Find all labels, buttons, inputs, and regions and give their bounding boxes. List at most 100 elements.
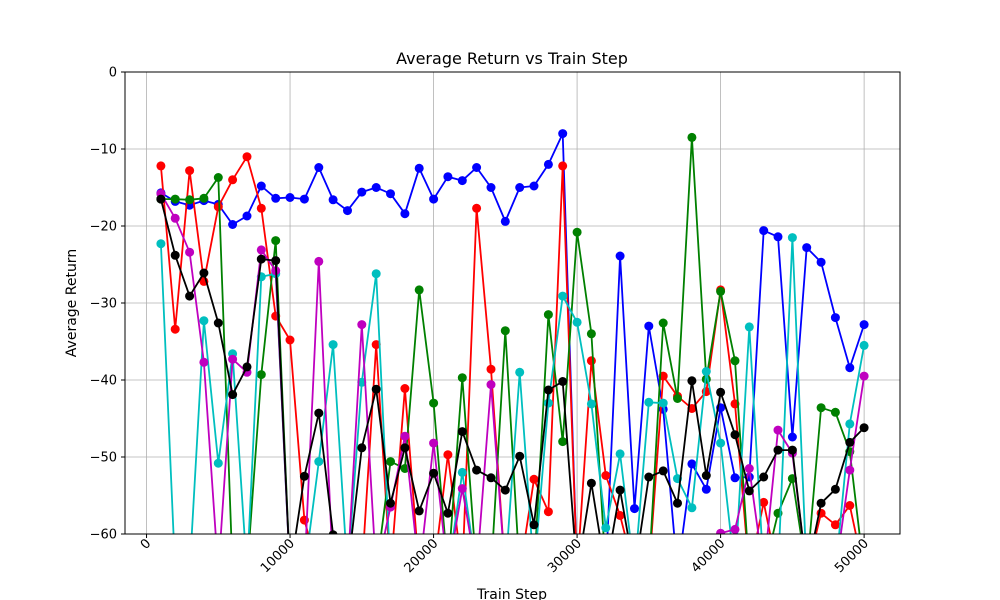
data-point [673, 568, 682, 577]
data-point [372, 568, 381, 577]
data-point [644, 568, 653, 577]
data-point [343, 568, 352, 577]
data-point [414, 506, 424, 516]
data-point [443, 568, 452, 577]
data-point [242, 362, 252, 372]
x-tick-label: 0 [138, 536, 154, 552]
data-point [156, 239, 166, 249]
data-point [343, 568, 352, 577]
data-point [543, 310, 553, 320]
data-point [156, 161, 166, 171]
data-point [486, 380, 496, 390]
data-point [429, 194, 439, 204]
data-point [859, 320, 869, 330]
data-point [730, 473, 740, 483]
data-point [830, 520, 840, 530]
data-point [830, 407, 840, 417]
data-point [199, 357, 209, 367]
data-point [256, 181, 266, 191]
data-point [429, 468, 439, 478]
data-point [558, 291, 568, 301]
data-point [429, 568, 438, 577]
data-point [329, 568, 338, 577]
data-point [644, 472, 654, 482]
data-point [745, 568, 754, 577]
data-point [859, 423, 869, 433]
data-point [286, 568, 295, 577]
data-point [586, 478, 596, 488]
data-point [228, 390, 238, 400]
data-point [457, 484, 467, 494]
data-point [673, 498, 682, 508]
data-point [716, 387, 726, 397]
data-point [529, 474, 539, 484]
data-point [817, 568, 826, 577]
data-point [802, 243, 812, 253]
data-point [687, 503, 697, 513]
data-point [400, 431, 410, 441]
data-point [457, 427, 467, 437]
y-tick-label: −40 [90, 374, 117, 389]
data-point [329, 568, 338, 577]
data-point [386, 568, 395, 577]
data-point [213, 173, 223, 182]
data-point [271, 193, 281, 203]
data-point [357, 443, 367, 453]
data-point [501, 568, 510, 577]
data-point [328, 195, 338, 205]
data-point [845, 501, 855, 510]
data-point [457, 373, 467, 383]
data-point [400, 443, 410, 453]
data-point [314, 457, 324, 467]
data-point [458, 568, 467, 577]
data-point [286, 568, 295, 577]
data-point [300, 568, 309, 577]
data-point [530, 568, 539, 577]
data-point [500, 485, 510, 495]
data-point [256, 245, 266, 255]
data-point [859, 371, 869, 381]
data-point [787, 233, 797, 243]
data-point [759, 497, 769, 507]
data-point [543, 398, 553, 408]
data-point [573, 568, 582, 577]
data-point [817, 568, 826, 577]
data-point [616, 568, 625, 577]
data-point [185, 166, 195, 176]
data-point [500, 326, 510, 336]
data-point [199, 193, 209, 203]
data-point [802, 568, 811, 577]
data-point [744, 464, 754, 473]
data-point [787, 445, 797, 455]
data-point [616, 568, 625, 577]
data-point [329, 568, 338, 577]
data-point [701, 471, 711, 480]
data-point [371, 183, 381, 192]
data-point [400, 384, 410, 393]
data-point [299, 194, 309, 204]
data-point [400, 209, 410, 219]
data-point [185, 247, 195, 257]
data-point [658, 466, 668, 476]
data-point [530, 568, 539, 577]
data-point [243, 568, 252, 577]
data-point [816, 498, 826, 508]
data-point [543, 507, 553, 517]
data-point [357, 320, 367, 330]
data-point [860, 568, 869, 577]
data-point [156, 194, 166, 204]
data-point [242, 211, 252, 221]
series-layer [156, 129, 869, 577]
data-point [687, 376, 697, 386]
data-point [372, 568, 381, 577]
data-point [759, 472, 769, 482]
data-point [673, 568, 682, 577]
data-point [314, 568, 323, 577]
data-point [558, 437, 568, 447]
data-point [213, 458, 223, 468]
data-point [299, 471, 309, 481]
data-point [199, 268, 209, 278]
data-point [529, 520, 539, 530]
data-point [586, 329, 596, 339]
data-point [343, 568, 352, 577]
